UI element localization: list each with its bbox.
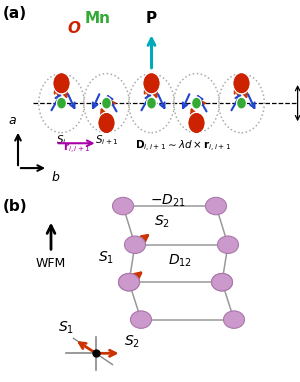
Circle shape	[112, 197, 134, 215]
Circle shape	[206, 197, 226, 215]
Circle shape	[99, 114, 114, 132]
Circle shape	[54, 74, 69, 92]
Circle shape	[102, 97, 111, 109]
Circle shape	[212, 274, 233, 291]
Circle shape	[189, 114, 204, 132]
Text: $a$: $a$	[8, 114, 17, 127]
Circle shape	[53, 73, 70, 94]
Circle shape	[124, 236, 146, 254]
Circle shape	[238, 99, 245, 108]
Text: $S_1$: $S_1$	[58, 320, 74, 336]
Circle shape	[144, 74, 159, 92]
Text: $D_{12}$: $D_{12}$	[168, 253, 192, 269]
Text: P: P	[146, 11, 157, 26]
Circle shape	[98, 112, 115, 134]
Text: $S_2$: $S_2$	[154, 214, 170, 230]
Circle shape	[99, 114, 114, 132]
Text: WFM: WFM	[36, 257, 66, 270]
Circle shape	[189, 114, 204, 132]
Text: O: O	[67, 21, 80, 36]
Text: $-D_{21}$: $-D_{21}$	[150, 193, 186, 209]
Circle shape	[224, 311, 244, 329]
Circle shape	[103, 99, 110, 108]
Circle shape	[218, 236, 239, 254]
Circle shape	[57, 97, 66, 109]
Text: $\mathbf{D}_{i,i+1}{\sim}\lambda d\times\mathbf{r}_{i,i+1}$: $\mathbf{D}_{i,i+1}{\sim}\lambda d\times…	[135, 139, 231, 154]
Circle shape	[234, 74, 249, 92]
Circle shape	[233, 73, 250, 94]
Circle shape	[58, 99, 65, 108]
Text: $S_{i+1}$: $S_{i+1}$	[95, 133, 118, 147]
Circle shape	[192, 97, 201, 109]
Text: Mn: Mn	[85, 11, 110, 26]
Text: $b$: $b$	[51, 170, 60, 184]
Circle shape	[118, 274, 140, 291]
Text: (a): (a)	[3, 6, 27, 21]
Circle shape	[148, 99, 155, 108]
Circle shape	[54, 74, 69, 92]
Text: (b): (b)	[3, 199, 28, 214]
Circle shape	[130, 311, 152, 329]
Text: $S_2$: $S_2$	[124, 334, 140, 350]
Circle shape	[188, 112, 205, 134]
Circle shape	[147, 97, 156, 109]
Text: $d$: $d$	[299, 97, 300, 109]
Text: $S_1$: $S_1$	[98, 249, 114, 266]
Text: $S_i$: $S_i$	[56, 133, 67, 147]
Circle shape	[118, 274, 140, 291]
Circle shape	[212, 274, 233, 291]
Circle shape	[237, 97, 246, 109]
Circle shape	[193, 99, 200, 108]
Circle shape	[234, 74, 249, 92]
Circle shape	[144, 74, 159, 92]
Text: $\mathbf{r}_{i,i+1}$: $\mathbf{r}_{i,i+1}$	[63, 142, 90, 156]
Circle shape	[143, 73, 160, 94]
